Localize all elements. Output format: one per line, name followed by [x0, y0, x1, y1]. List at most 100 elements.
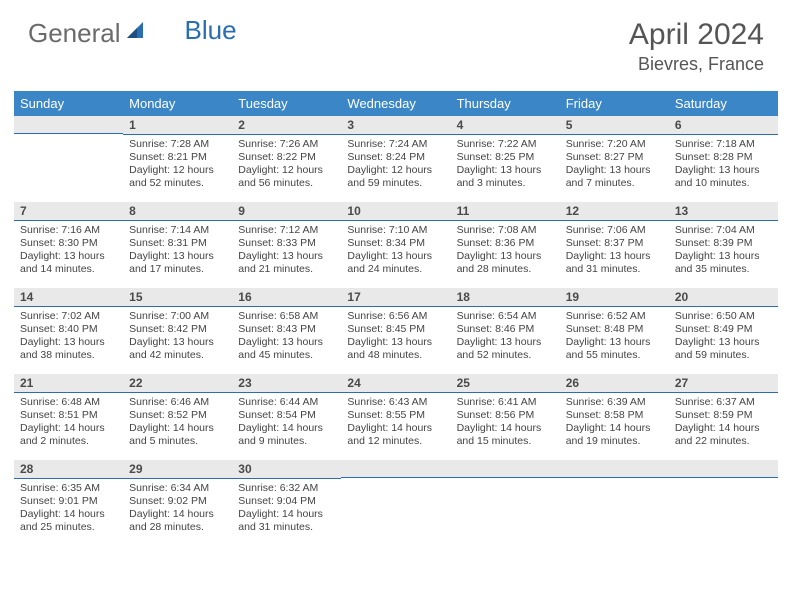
sunset-text: Sunset: 8:33 PM	[238, 237, 335, 250]
daylight-text: Daylight: 13 hours and 28 minutes.	[457, 250, 554, 276]
sunset-text: Sunset: 8:34 PM	[347, 237, 444, 250]
day-number: 25	[451, 374, 560, 393]
sunrise-text: Sunrise: 7:00 AM	[129, 310, 226, 323]
day-number	[560, 460, 669, 478]
sunrise-text: Sunrise: 7:10 AM	[347, 224, 444, 237]
day-cell	[14, 116, 123, 202]
day-details: Sunrise: 7:02 AMSunset: 8:40 PMDaylight:…	[14, 307, 123, 367]
sunset-text: Sunset: 8:31 PM	[129, 237, 226, 250]
day-details: Sunrise: 6:48 AMSunset: 8:51 PMDaylight:…	[14, 393, 123, 453]
sunset-text: Sunset: 8:45 PM	[347, 323, 444, 336]
day-number: 16	[232, 288, 341, 307]
day-of-week-row: Sunday Monday Tuesday Wednesday Thursday…	[14, 91, 778, 116]
day-details: Sunrise: 6:37 AMSunset: 8:59 PMDaylight:…	[669, 393, 778, 453]
day-number	[669, 460, 778, 478]
daylight-text: Daylight: 13 hours and 45 minutes.	[238, 336, 335, 362]
daylight-text: Daylight: 14 hours and 19 minutes.	[566, 422, 663, 448]
day-cell: 10Sunrise: 7:10 AMSunset: 8:34 PMDayligh…	[341, 202, 450, 288]
daylight-text: Daylight: 14 hours and 31 minutes.	[238, 508, 335, 534]
day-details: Sunrise: 6:35 AMSunset: 9:01 PMDaylight:…	[14, 479, 123, 539]
day-number: 5	[560, 116, 669, 135]
sunrise-text: Sunrise: 6:43 AM	[347, 396, 444, 409]
calendar-table: Sunday Monday Tuesday Wednesday Thursday…	[14, 91, 778, 546]
day-number	[451, 460, 560, 478]
day-cell	[451, 460, 560, 546]
day-details: Sunrise: 7:06 AMSunset: 8:37 PMDaylight:…	[560, 221, 669, 281]
day-cell: 22Sunrise: 6:46 AMSunset: 8:52 PMDayligh…	[123, 374, 232, 460]
sunrise-text: Sunrise: 6:46 AM	[129, 396, 226, 409]
sunrise-text: Sunrise: 7:26 AM	[238, 138, 335, 151]
sunrise-text: Sunrise: 7:14 AM	[129, 224, 226, 237]
day-number: 30	[232, 460, 341, 479]
day-details: Sunrise: 6:32 AMSunset: 9:04 PMDaylight:…	[232, 479, 341, 539]
day-cell: 1Sunrise: 7:28 AMSunset: 8:21 PMDaylight…	[123, 116, 232, 202]
day-cell: 7Sunrise: 7:16 AMSunset: 8:30 PMDaylight…	[14, 202, 123, 288]
day-details: Sunrise: 6:34 AMSunset: 9:02 PMDaylight:…	[123, 479, 232, 539]
day-details: Sunrise: 7:04 AMSunset: 8:39 PMDaylight:…	[669, 221, 778, 281]
daylight-text: Daylight: 14 hours and 5 minutes.	[129, 422, 226, 448]
daylight-text: Daylight: 13 hours and 38 minutes.	[20, 336, 117, 362]
day-details: Sunrise: 7:14 AMSunset: 8:31 PMDaylight:…	[123, 221, 232, 281]
sunset-text: Sunset: 8:55 PM	[347, 409, 444, 422]
day-cell: 11Sunrise: 7:08 AMSunset: 8:36 PMDayligh…	[451, 202, 560, 288]
sunrise-text: Sunrise: 7:24 AM	[347, 138, 444, 151]
day-details: Sunrise: 7:08 AMSunset: 8:36 PMDaylight:…	[451, 221, 560, 281]
day-cell: 14Sunrise: 7:02 AMSunset: 8:40 PMDayligh…	[14, 288, 123, 374]
daylight-text: Daylight: 14 hours and 25 minutes.	[20, 508, 117, 534]
sunrise-text: Sunrise: 6:52 AM	[566, 310, 663, 323]
day-cell: 3Sunrise: 7:24 AMSunset: 8:24 PMDaylight…	[341, 116, 450, 202]
day-details: Sunrise: 7:28 AMSunset: 8:21 PMDaylight:…	[123, 135, 232, 195]
day-cell: 5Sunrise: 7:20 AMSunset: 8:27 PMDaylight…	[560, 116, 669, 202]
sunrise-text: Sunrise: 7:02 AM	[20, 310, 117, 323]
day-cell: 25Sunrise: 6:41 AMSunset: 8:56 PMDayligh…	[451, 374, 560, 460]
dow-sunday: Sunday	[14, 91, 123, 116]
sunset-text: Sunset: 9:02 PM	[129, 495, 226, 508]
day-cell: 21Sunrise: 6:48 AMSunset: 8:51 PMDayligh…	[14, 374, 123, 460]
daylight-text: Daylight: 13 hours and 59 minutes.	[675, 336, 772, 362]
day-details: Sunrise: 6:44 AMSunset: 8:54 PMDaylight:…	[232, 393, 341, 453]
location-label: Bievres, France	[629, 54, 764, 75]
sunset-text: Sunset: 8:25 PM	[457, 151, 554, 164]
day-details: Sunrise: 6:56 AMSunset: 8:45 PMDaylight:…	[341, 307, 450, 367]
daylight-text: Daylight: 13 hours and 21 minutes.	[238, 250, 335, 276]
sunrise-text: Sunrise: 6:44 AM	[238, 396, 335, 409]
sunset-text: Sunset: 8:51 PM	[20, 409, 117, 422]
sunset-text: Sunset: 8:22 PM	[238, 151, 335, 164]
day-details: Sunrise: 6:58 AMSunset: 8:43 PMDaylight:…	[232, 307, 341, 367]
day-number: 1	[123, 116, 232, 135]
sunrise-text: Sunrise: 7:28 AM	[129, 138, 226, 151]
day-number: 9	[232, 202, 341, 221]
daylight-text: Daylight: 13 hours and 48 minutes.	[347, 336, 444, 362]
day-details: Sunrise: 6:54 AMSunset: 8:46 PMDaylight:…	[451, 307, 560, 367]
day-details: Sunrise: 7:18 AMSunset: 8:28 PMDaylight:…	[669, 135, 778, 195]
day-cell: 24Sunrise: 6:43 AMSunset: 8:55 PMDayligh…	[341, 374, 450, 460]
day-cell: 17Sunrise: 6:56 AMSunset: 8:45 PMDayligh…	[341, 288, 450, 374]
daylight-text: Daylight: 13 hours and 35 minutes.	[675, 250, 772, 276]
sunrise-text: Sunrise: 7:20 AM	[566, 138, 663, 151]
sunset-text: Sunset: 8:56 PM	[457, 409, 554, 422]
day-number: 15	[123, 288, 232, 307]
logo-text-blue: Blue	[185, 15, 237, 46]
day-cell	[669, 460, 778, 546]
day-number: 2	[232, 116, 341, 135]
sunrise-text: Sunrise: 7:04 AM	[675, 224, 772, 237]
day-number: 27	[669, 374, 778, 393]
day-details: Sunrise: 7:26 AMSunset: 8:22 PMDaylight:…	[232, 135, 341, 195]
daylight-text: Daylight: 14 hours and 28 minutes.	[129, 508, 226, 534]
day-number: 19	[560, 288, 669, 307]
sunset-text: Sunset: 8:49 PM	[675, 323, 772, 336]
sunset-text: Sunset: 8:46 PM	[457, 323, 554, 336]
day-cell: 19Sunrise: 6:52 AMSunset: 8:48 PMDayligh…	[560, 288, 669, 374]
title-block: April 2024 Bievres, France	[629, 18, 764, 75]
calendar-row: 28Sunrise: 6:35 AMSunset: 9:01 PMDayligh…	[14, 460, 778, 546]
daylight-text: Daylight: 13 hours and 42 minutes.	[129, 336, 226, 362]
day-cell: 26Sunrise: 6:39 AMSunset: 8:58 PMDayligh…	[560, 374, 669, 460]
sunset-text: Sunset: 9:04 PM	[238, 495, 335, 508]
calendar-row: 1Sunrise: 7:28 AMSunset: 8:21 PMDaylight…	[14, 116, 778, 202]
sunset-text: Sunset: 8:28 PM	[675, 151, 772, 164]
day-number: 13	[669, 202, 778, 221]
daylight-text: Daylight: 12 hours and 59 minutes.	[347, 164, 444, 190]
day-number: 22	[123, 374, 232, 393]
day-cell: 4Sunrise: 7:22 AMSunset: 8:25 PMDaylight…	[451, 116, 560, 202]
sunrise-text: Sunrise: 6:50 AM	[675, 310, 772, 323]
